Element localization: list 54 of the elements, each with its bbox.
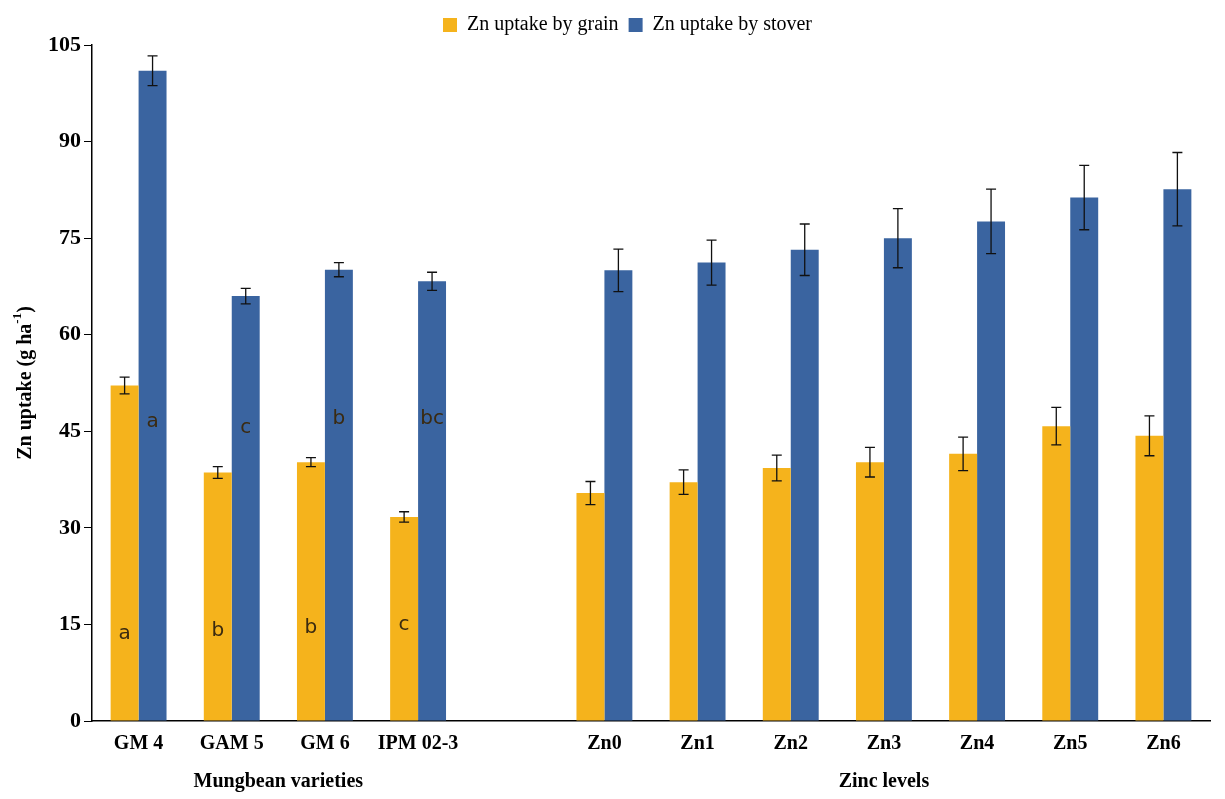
legend-label: Zn uptake by stover (652, 12, 813, 36)
y-tick-label: 30 (59, 513, 81, 539)
bar (883, 238, 912, 721)
annotation: bc (420, 404, 444, 429)
annotation: b (304, 613, 318, 638)
bar (110, 385, 139, 721)
y-tick-label: 15 (59, 610, 81, 636)
annotation: b (332, 404, 346, 429)
bar (231, 296, 260, 721)
x-tick-label: Zn2 (773, 731, 808, 754)
legend-label: Zn uptake by grain (466, 12, 619, 36)
x-tick-label: Zn0 (587, 731, 622, 754)
y-tick-label: 60 (59, 320, 81, 346)
bar (604, 270, 633, 721)
bar (1070, 197, 1099, 721)
y-axis-title: Zn uptake (g ha-1) (9, 306, 37, 460)
bar (390, 516, 419, 721)
x-tick-label: Zn5 (1053, 731, 1088, 754)
bar (324, 269, 353, 721)
x-tick-label: GM 6 (300, 731, 350, 754)
bar (855, 462, 884, 721)
bar (138, 70, 167, 721)
x-tick-label: GAM 5 (199, 731, 264, 754)
annotation: a (118, 620, 131, 645)
bar (296, 462, 325, 721)
text: Zinc levels (838, 769, 930, 791)
bar (697, 262, 726, 721)
annotation: c (398, 610, 410, 635)
x-tick-label: IPM 02-3 (377, 731, 459, 754)
text: Mungbean varieties (193, 769, 364, 792)
bar (790, 249, 819, 721)
bar (949, 453, 978, 721)
y-tick-label: 0 (70, 706, 81, 732)
annotation: c (240, 414, 252, 439)
annotation: b (211, 617, 225, 642)
bar (762, 467, 791, 721)
bar (1042, 426, 1071, 721)
y-tick-label: 90 (59, 127, 81, 153)
bar (418, 281, 447, 721)
bar (576, 493, 605, 721)
bar (977, 221, 1006, 721)
x-tick-label: Zn3 (866, 731, 902, 754)
bar (203, 472, 232, 721)
x-tick-label: Zn6 (1146, 731, 1181, 754)
bar (1135, 435, 1164, 721)
x-tick-label: Zn4 (959, 731, 995, 754)
bar (1163, 189, 1192, 721)
bar (669, 482, 698, 721)
x-tick-label: GM 4 (113, 731, 164, 754)
annotation: a (146, 407, 159, 432)
y-tick-label: 45 (59, 416, 81, 442)
y-tick-label: 105 (48, 30, 81, 56)
x-tick-label: Zn1 (680, 731, 715, 754)
y-tick-label: 75 (59, 223, 81, 249)
